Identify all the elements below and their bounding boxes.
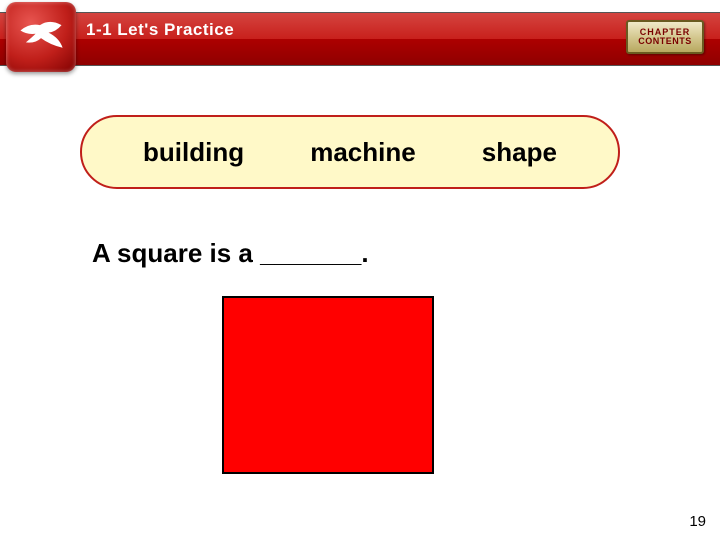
- header: 1-1 Let's Practice CHAPTER CONTENTS: [0, 0, 720, 78]
- bird-icon: [14, 10, 68, 64]
- header-title: 1-1 Let's Practice: [86, 20, 234, 40]
- prompt-text: A square is a _______.: [92, 238, 369, 269]
- options-bubble: building machine shape: [80, 115, 620, 189]
- chapter-btn-line2: CONTENTS: [638, 37, 692, 46]
- header-bar-bottom: [0, 39, 720, 66]
- red-square-shape: [222, 296, 434, 474]
- chapter-contents-button[interactable]: CHAPTER CONTENTS: [626, 20, 704, 54]
- page-number: 19: [689, 513, 706, 530]
- option-building[interactable]: building: [143, 137, 244, 168]
- logo-badge: [6, 2, 76, 72]
- option-machine[interactable]: machine: [310, 137, 416, 168]
- option-shape[interactable]: shape: [482, 137, 557, 168]
